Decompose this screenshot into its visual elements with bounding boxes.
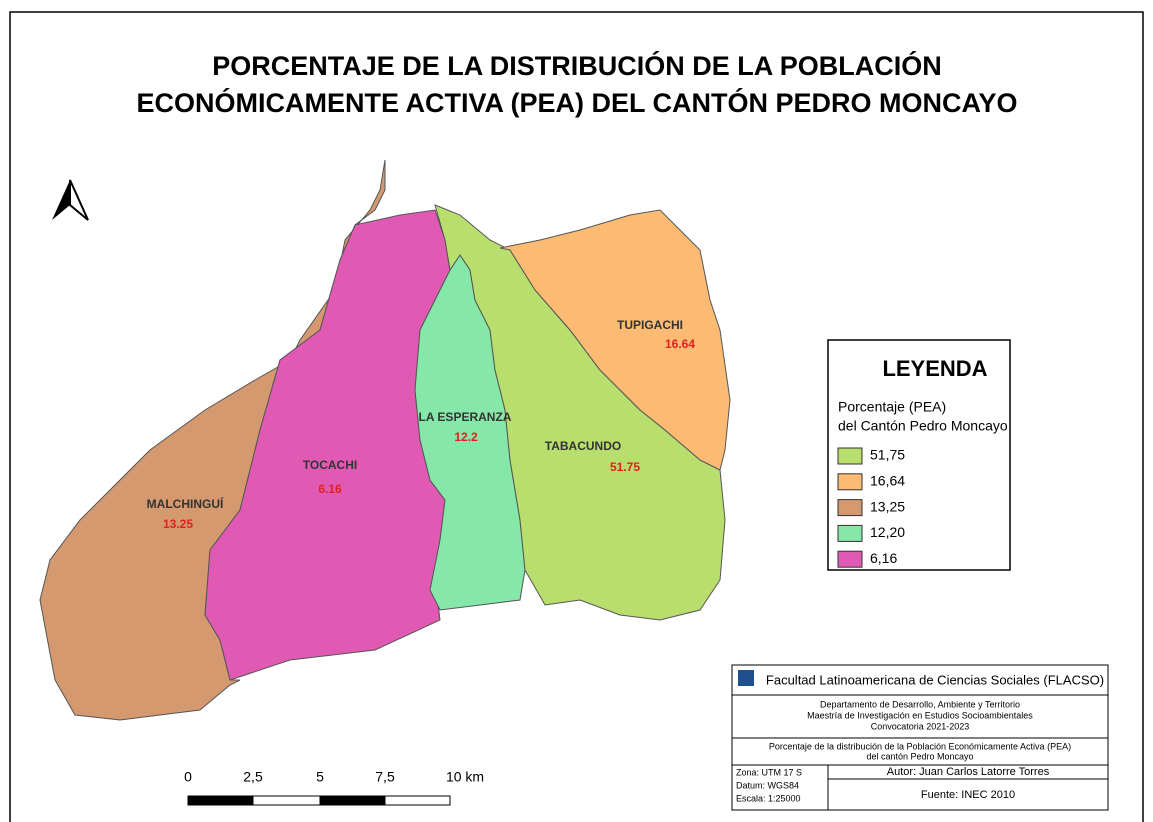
map: MALCHINGUÍ 13.25 TOCACHI 6.16 LA ESPERAN… [39,159,731,721]
legend-label: 12,20 [870,524,905,540]
author: Autor: Juan Carlos Latorre Torres [887,766,1050,778]
legend-swatch [837,550,863,568]
cartouche: Facultad Latinoamericana de Ciencias Soc… [731,664,1109,811]
region-name: TOCACHI [303,458,357,472]
legend-label: 13,25 [870,498,905,514]
legend-label: 6,16 [870,550,897,566]
frame [9,11,1144,822]
department: Convocatoria 2021-2023 [871,721,970,731]
legend-swatch [837,499,863,517]
region-name: TUPIGACHI [617,318,683,332]
region-value: 6.16 [318,482,342,496]
legend-subtitle: Porcentaje (PEA) [838,399,946,415]
region-name: LA ESPERANZA [419,410,512,424]
projection: Escala: 1:25000 [736,793,801,803]
scale-bar: 0 2,5 5 7,5 10 km [184,769,484,806]
legend-title: LEYENDA [882,356,987,381]
scale-label: 0 [184,769,192,785]
scale-label: 7,5 [375,769,395,785]
legend-swatch [837,473,863,491]
projection: Datum: WGS84 [736,780,799,790]
projection: Zona: UTM 17 S [736,767,802,777]
title-line: ECONÓMICAMENTE ACTIVA (PEA) DEL CANTÓN P… [136,87,1017,118]
legend-swatch [837,447,863,465]
logo [738,670,754,686]
legend-label: 51,75 [870,447,905,463]
legend-subtitle: del Cantón Pedro Moncayo [838,418,1008,434]
region-value: 12.2 [454,430,478,444]
region-value: 16.64 [665,337,695,351]
scale-label: 5 [316,769,324,785]
north-arrow [52,179,89,221]
legend: LEYENDA Porcentaje (PEA) del Cantón Pedr… [827,339,1011,571]
department: Departamento de Desarrollo, Ambiente y T… [820,699,1020,709]
legend-swatch [837,524,863,542]
region [499,209,731,471]
map-title: Porcentaje de la distribución de la Pobl… [769,741,1071,751]
source: Fuente: INEC 2010 [921,789,1015,801]
institution: Facultad Latinoamericana de Ciencias Soc… [766,672,1104,687]
title-line: PORCENTAJE DE LA DISTRIBUCIÓN DE LA POBL… [212,50,942,81]
region-value: 51.75 [610,460,640,474]
department: Maestría de Investigación en Estudios So… [807,710,1033,720]
map-title: del cantón Pedro Moncayo [866,751,973,761]
region-name: TABACUNDO [545,439,621,453]
scale-label: 2,5 [243,769,263,785]
region-value: 13.25 [163,517,193,531]
legend-label: 16,64 [870,473,905,489]
region-name: MALCHINGUÍ [147,496,224,511]
scale-label: 10 km [446,769,484,785]
